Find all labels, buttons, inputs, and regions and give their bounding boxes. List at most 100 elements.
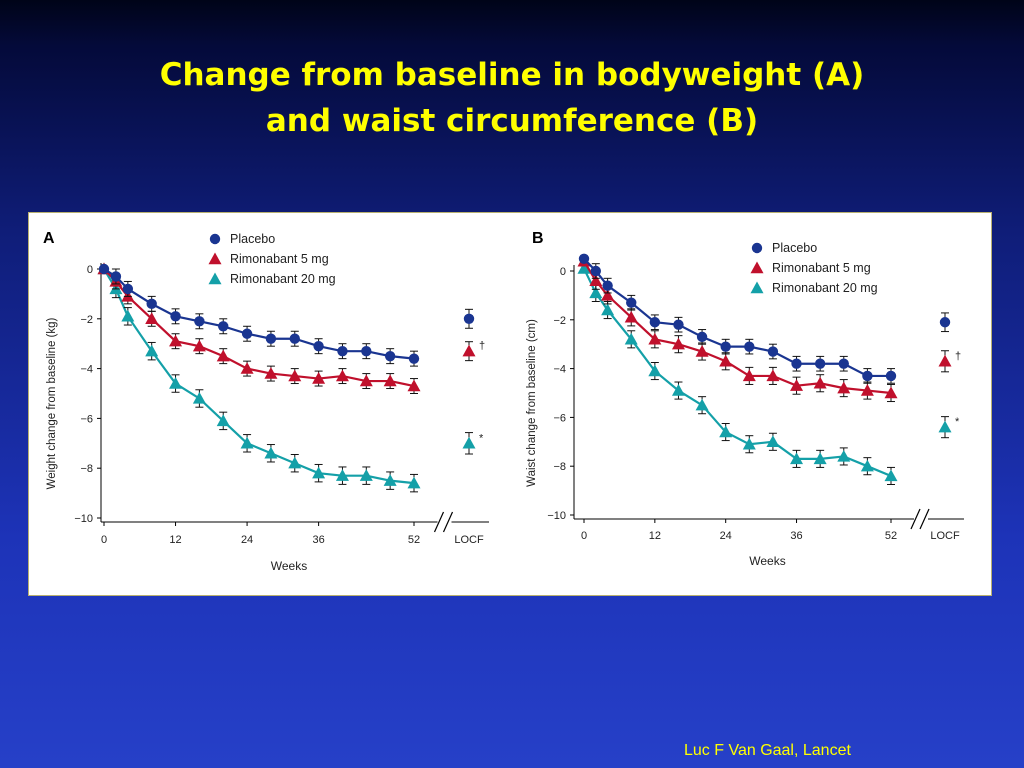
- panel-a-point-rimonabant-20mg: [192, 391, 206, 404]
- panel-b-point-rimonabant-5mg: [860, 384, 874, 396]
- title-line-2: and waist circumference (B): [265, 103, 759, 139]
- panel-a-point-placebo: [194, 316, 205, 327]
- panel-a-point-placebo: [218, 321, 229, 332]
- panel-b-y-tick-label: −4: [553, 364, 566, 376]
- panel-b-locf-point-rimonabant-5mg: [938, 354, 952, 367]
- panel-b-point-rimonabant-20mg: [860, 459, 874, 472]
- panel-b-point-placebo: [590, 265, 602, 277]
- panel-a-locf-point-placebo: [463, 313, 475, 324]
- panel-a-point-placebo: [361, 345, 372, 357]
- panel-b-point-rimonabant-20mg: [837, 449, 851, 462]
- panel-a-point-rimonabant-5mg: [407, 379, 421, 392]
- panel-b-point-rimonabant-20mg: [589, 286, 603, 299]
- panel-b-point-rimonabant-20mg: [648, 364, 662, 377]
- panel-b-legend-label-rimonabant-20mg: Rimonabant 20 mg: [772, 281, 878, 295]
- panel-b-point-placebo: [885, 370, 897, 382]
- panel-a-point-rimonabant-5mg: [216, 349, 230, 362]
- panel-b-x-tick-label: 24: [720, 530, 732, 542]
- panel-b-point-rimonabant-5mg: [742, 369, 756, 382]
- panel-a-point-rimonabant-5mg: [169, 334, 183, 347]
- panel-b-point-rimonabant-5mg: [601, 288, 615, 301]
- panel-b-x-tick-label: 12: [649, 530, 661, 542]
- panel-b-point-rimonabant-20mg: [577, 262, 591, 274]
- panel-a-locf-point-rimonabant-20mg: [462, 436, 476, 449]
- panel-a-point-placebo: [313, 340, 324, 352]
- panel-b-y-tick-label: 0: [560, 266, 566, 278]
- panel-b-point-rimonabant-20mg: [601, 303, 615, 316]
- panel-b-locf-significance-rimonabant-5mg: †: [955, 350, 961, 362]
- panel-b-x-tick-label: 36: [790, 530, 802, 542]
- charts-svg: A 0 −2 −4 −6 −8 −10 0 12 24 36 52 LOCF Weeks Weight ch…: [43, 230, 964, 573]
- panel-b-point-placebo: [791, 358, 802, 369]
- panel-a-point-rimonabant-5mg: [335, 369, 349, 382]
- panel-b-point-rimonabant-5mg: [766, 369, 780, 382]
- panel-a-axis-break-1: [433, 511, 445, 533]
- panel-b-point-placebo: [744, 341, 755, 352]
- panel-b-legend-marker-placebo: [751, 242, 763, 254]
- panel-a-point-rimonabant-5mg: [359, 374, 373, 387]
- panel-b-point-rimonabant-20mg: [884, 469, 898, 482]
- panel-a-point-placebo: [289, 333, 300, 344]
- panel-b-point-placebo: [767, 346, 779, 357]
- panel-a-legend-marker-rimonabant-5mg: [208, 252, 222, 265]
- panel-b-legend-label-rimonabant-5mg: Rimonabant 5 mg: [772, 261, 871, 275]
- panel-b-y-label: Waist change from baseline (cm): [526, 319, 538, 487]
- source-credit: Luc F Van Gaal, Lancet: [684, 742, 851, 759]
- panel-b-point-rimonabant-20mg: [766, 435, 780, 447]
- panel-a-y-label: Weight change from baseline (kg): [46, 317, 58, 489]
- panel-a-legend-label-rimonabant-5mg: Rimonabant 5 mg: [230, 252, 329, 266]
- panel-a-point-rimonabant-5mg: [383, 374, 397, 387]
- panel-a-y-tick-label: −2: [80, 314, 93, 326]
- panel-b-point-rimonabant-5mg: [589, 274, 603, 286]
- panel-b-point-rimonabant-5mg: [884, 386, 898, 399]
- panel-a-point-rimonabant-5mg: [288, 369, 302, 382]
- panel-b-point-rimonabant-5mg: [813, 376, 827, 389]
- panel-a-locf-point-rimonabant-5mg: [462, 344, 476, 357]
- panel-b-point-placebo: [838, 358, 849, 369]
- panel-a-point-rimonabant-5mg: [240, 362, 254, 374]
- panel-a-point-rimonabant-20mg: [288, 456, 302, 469]
- panel-b-point-rimonabant-5mg: [624, 310, 638, 323]
- panel-a-point-rimonabant-5mg: [264, 367, 278, 379]
- panel-b-point-rimonabant-5mg: [671, 337, 685, 350]
- panel-a-y-tick-label: −6: [80, 413, 93, 425]
- panel-b-point-placebo: [602, 280, 613, 291]
- title-line-1: Change from baseline in bodyweight (A): [159, 57, 865, 93]
- panel-a-point-rimonabant-20mg: [264, 446, 278, 459]
- panel-a-point-rimonabant-20mg: [169, 377, 183, 389]
- panel-a-point-rimonabant-5mg: [312, 372, 326, 384]
- panel-a-locf-significance-rimonabant-5mg: †: [479, 340, 485, 352]
- panel-a-point-rimonabant-5mg: [192, 339, 206, 352]
- panel-b-point-placebo: [649, 317, 661, 328]
- panel-b-locf-point-rimonabant-20mg: [938, 420, 952, 433]
- panel-a-point-placebo: [170, 311, 181, 322]
- panel-a-point-placebo: [384, 350, 396, 362]
- panel-b-locf-label: LOCF: [930, 530, 960, 542]
- panel-a-point-rimonabant-20mg: [407, 476, 421, 489]
- panel-b-x-label: Weeks: [749, 554, 785, 568]
- panel-a-point-rimonabant-20mg: [383, 474, 397, 486]
- panel-b-point-placebo: [626, 297, 637, 308]
- panel-b-x-tick-label: 52: [885, 530, 897, 542]
- panel-a-x-tick-label: 12: [169, 534, 181, 546]
- panel-a-axis-break-2: [442, 511, 454, 533]
- panel-b-y-tick-label: −6: [553, 412, 566, 424]
- panel-b-point-placebo: [673, 319, 684, 330]
- panel-a-point-placebo: [98, 263, 110, 275]
- panel-a-point-rimonabant-20mg: [312, 466, 326, 479]
- panel-b-axis-break-2: [919, 508, 930, 530]
- panel-a-point-rimonabant-20mg: [121, 309, 135, 322]
- panel-a-legend-label-rimonabant-20mg: Rimonabant 20 mg: [230, 272, 336, 286]
- panel-a-legend-marker-rimonabant-20mg: [208, 272, 222, 285]
- panel-a-y-tick-label: −10: [74, 513, 93, 525]
- panel-b-point-placebo: [862, 370, 873, 382]
- panel-a-point-placebo: [408, 353, 420, 364]
- panel-b-locf-significance-rimonabant-20mg: *: [955, 416, 960, 428]
- panel-b-x-tick-label: 0: [581, 530, 587, 542]
- panel-a-x-tick-label: 52: [408, 534, 420, 546]
- panel-a-legend-label-placebo: Placebo: [230, 232, 275, 246]
- panel-a-point-placebo: [110, 271, 122, 282]
- panel-a-x-tick-label: 36: [312, 534, 324, 546]
- panel-b-point-placebo: [814, 358, 826, 369]
- panel-b-axis-break-1: [910, 508, 921, 530]
